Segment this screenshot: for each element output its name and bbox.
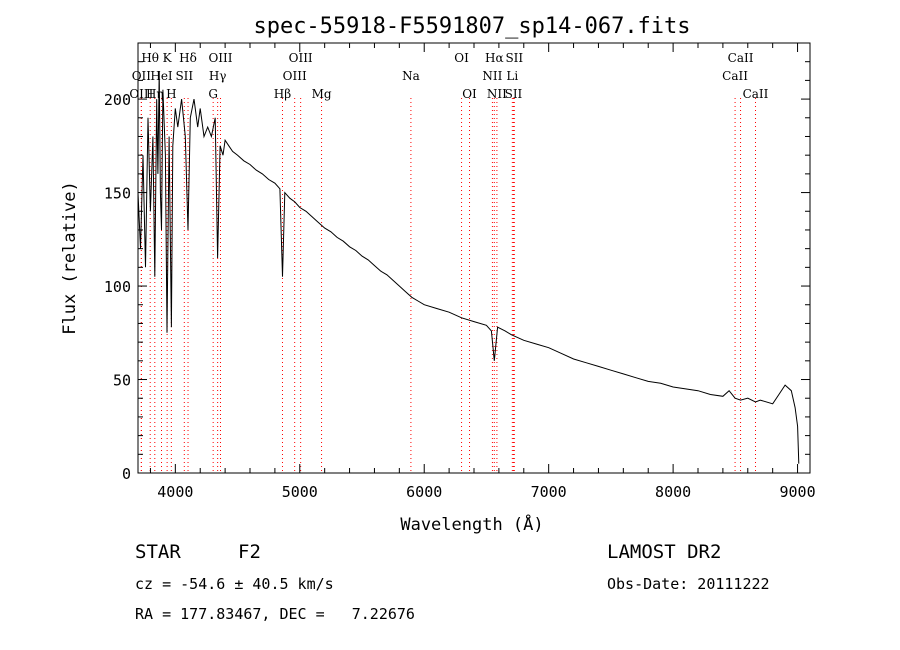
x-tick-label: 6000: [406, 483, 442, 501]
line-id-label: SII: [505, 51, 523, 65]
line-id-label: H: [166, 87, 176, 101]
line-id-label: SII: [175, 69, 193, 83]
line-id-label: OIII: [208, 51, 232, 65]
line-id-label: Hη: [146, 87, 164, 101]
line-id-label: Hδ: [179, 51, 197, 65]
object-class: STAR: [135, 541, 181, 563]
line-id-label: Na: [402, 69, 420, 83]
y-tick-label: 100: [104, 278, 131, 296]
object-subclass: F2: [238, 541, 261, 563]
x-axis-ticks: 4000 5000 6000 7000 8000 9000: [149, 43, 816, 501]
line-id-label: NII: [487, 87, 507, 101]
line-id-label: CaII: [728, 51, 754, 65]
line-id-label: HeI: [150, 69, 173, 83]
spectrum-line: [137, 70, 800, 464]
line-id-label: Hγ: [209, 69, 227, 83]
line-id-label: SII: [505, 87, 523, 101]
line-id-label: OIII: [289, 51, 313, 65]
line-id-label: OIII: [283, 69, 307, 83]
y-tick-label: 150: [104, 185, 131, 203]
chart-title: spec-55918-F5591807_sp14-067.fits: [253, 14, 690, 39]
line-id-label: Hα: [485, 51, 504, 65]
obs-date-text: Obs-Date: 20111222: [607, 575, 770, 593]
line-id-label: OI: [454, 51, 469, 65]
x-tick-label: 7000: [531, 483, 567, 501]
y-tick-label: 50: [113, 372, 131, 390]
line-id-label: G: [208, 87, 218, 101]
line-id-label: CaII: [743, 87, 769, 101]
line-id-label: OIII: [129, 87, 153, 101]
x-axis-label: Wavelength (Å): [400, 513, 543, 535]
line-id-label: K: [163, 51, 173, 65]
redshift-text: cz = -54.6 ± 40.5 km/s: [135, 575, 334, 593]
y-tick-label: 200: [104, 91, 131, 109]
line-id-markers: [140, 98, 756, 473]
line-id-label: NII: [482, 69, 502, 83]
line-id-label: CaII: [722, 69, 748, 83]
radec-text: RA = 177.83467, DEC = 7.22676: [135, 605, 415, 623]
x-tick-label: 5000: [282, 483, 318, 501]
line-id-label: Li: [506, 69, 518, 83]
line-id-label: OI: [462, 87, 477, 101]
x-tick-label: 8000: [655, 483, 691, 501]
survey-name: LAMOST DR2: [607, 541, 721, 563]
y-axis-label: Flux (relative): [60, 181, 80, 335]
x-tick-label: 9000: [779, 483, 815, 501]
y-axis-ticks: 0 50 100 150 200: [104, 61, 810, 483]
line-id-label: Hθ: [141, 51, 159, 65]
x-tick-label: 4000: [157, 483, 193, 501]
line-id-label: OII: [132, 69, 152, 83]
line-id-label: Mg: [312, 87, 332, 101]
line-id-label: Hβ: [274, 87, 291, 101]
y-tick-label: 0: [122, 465, 131, 483]
